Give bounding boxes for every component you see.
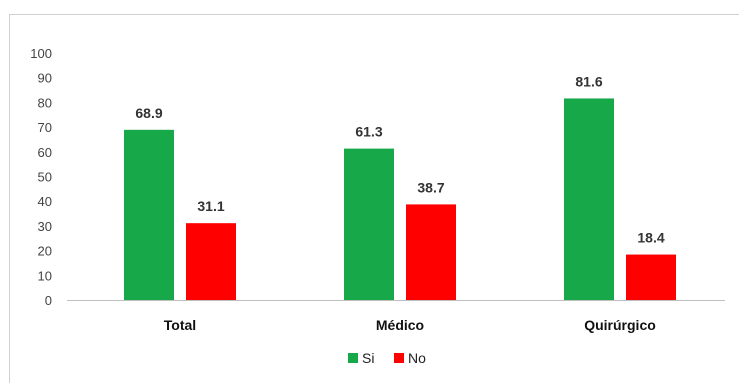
bar-si xyxy=(564,98,614,300)
y-tick-label: 0 xyxy=(45,293,52,308)
bar-si xyxy=(124,129,174,300)
bar-no xyxy=(626,254,676,300)
data-label: 38.7 xyxy=(417,179,444,195)
x-tick-label: Médico xyxy=(376,317,424,333)
y-tick-label: 70 xyxy=(38,120,52,135)
data-label: 61.3 xyxy=(355,124,382,140)
data-label: 81.6 xyxy=(575,73,602,89)
y-tick-label: 100 xyxy=(30,46,52,61)
data-label: 18.4 xyxy=(637,230,664,246)
legend-label: Si xyxy=(362,350,374,366)
legend-label: No xyxy=(408,350,426,366)
y-axis: 0 10 20 30 40 50 60 70 80 90 100 xyxy=(30,46,52,308)
y-tick-label: 60 xyxy=(38,145,52,160)
y-tick-label: 80 xyxy=(38,95,52,110)
legend: Si No xyxy=(348,350,426,366)
y-tick-label: 20 xyxy=(38,244,52,259)
legend-swatch xyxy=(348,353,358,363)
bar-si xyxy=(344,148,394,300)
chart-frame xyxy=(9,14,739,383)
y-tick-label: 50 xyxy=(38,170,52,185)
data-label: 31.1 xyxy=(197,198,224,214)
x-tick-label: Total xyxy=(164,317,196,333)
x-axis: Total Médico Quirúrgico xyxy=(67,300,725,333)
x-tick-label: Quirúrgico xyxy=(584,317,656,333)
y-tick-label: 40 xyxy=(38,194,52,209)
bars xyxy=(124,98,676,300)
data-label: 68.9 xyxy=(135,105,162,121)
legend-swatch xyxy=(394,353,404,363)
y-tick-label: 10 xyxy=(38,268,52,283)
bar-no xyxy=(406,204,456,300)
data-labels: 68.9 61.3 81.6 31.1 38.7 18.4 xyxy=(135,73,664,245)
bar-no xyxy=(186,223,236,300)
y-tick-label: 90 xyxy=(38,71,52,86)
y-tick-label: 30 xyxy=(38,219,52,234)
